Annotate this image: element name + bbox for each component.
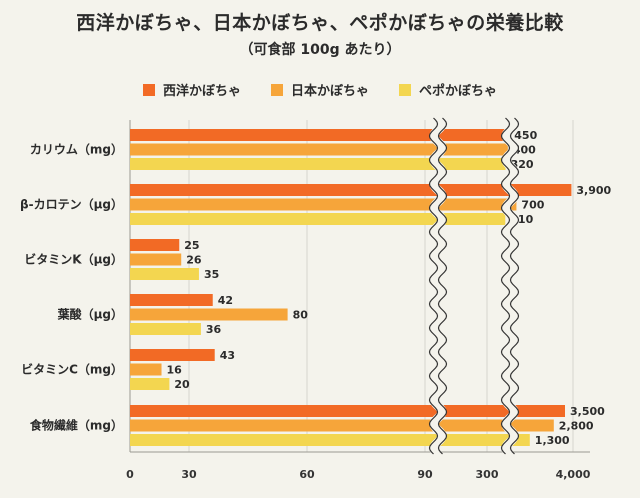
- x-tick-label-3: 90: [417, 468, 433, 481]
- data-label-2-1: 26: [186, 254, 202, 267]
- category-label-1: β-カロテン（μg）: [20, 197, 123, 212]
- legend-swatch-pepo: [399, 83, 411, 96]
- category-label-4: ビタミンC（mg）: [21, 362, 123, 377]
- axis-break-line-1-b: [509, 117, 520, 455]
- bar-0-0: [130, 129, 510, 141]
- legend-swatch-seiyou: [142, 83, 155, 96]
- category-label-2: ビタミンK（μg）: [24, 252, 123, 267]
- legend-swatch-nihon: [270, 83, 283, 96]
- data-label-3-0: 42: [218, 294, 233, 307]
- bar-4-2: [130, 378, 170, 390]
- data-label-5-1: 2,800: [559, 420, 594, 433]
- data-label-4-0: 43: [220, 349, 235, 362]
- bar-3-1: [130, 308, 288, 321]
- data-label-2-2: 35: [204, 268, 219, 281]
- legend-label-nihon: 日本かぼちゃ: [290, 84, 369, 99]
- data-label-2-0: 25: [184, 239, 199, 252]
- x-tick-label-0: 0: [126, 468, 134, 481]
- data-label-1-0: 3,900: [576, 184, 611, 197]
- bar-0-1: [130, 143, 508, 156]
- bar-3-2: [130, 323, 201, 335]
- axis-break-line-0-a: [428, 117, 439, 455]
- x-tick-label-1: 30: [181, 468, 197, 481]
- legend: 西洋かぼちゃ 日本かぼちゃ ペポかぼちゃ: [0, 80, 640, 99]
- bar-1-0: [130, 184, 572, 196]
- bar-1-1: [130, 198, 517, 211]
- bar-4-1: [130, 363, 162, 376]
- data-label-5-0: 3,500: [570, 405, 605, 418]
- x-tick-label-4: 300: [476, 468, 499, 481]
- data-label-4-1: 16: [167, 364, 183, 377]
- data-label-3-1: 80: [293, 309, 309, 322]
- bar-5-0: [130, 405, 565, 417]
- category-label-5: 食物繊維（mg）: [29, 418, 123, 433]
- axis-break-mask-1: [501, 114, 519, 458]
- axis-break-line-1-a: [500, 117, 511, 455]
- data-label-4-2: 20: [174, 378, 190, 391]
- data-label-1-1: 700: [521, 199, 544, 212]
- axis-break-line-0-b: [437, 117, 448, 455]
- bar-2-2: [130, 268, 199, 280]
- bar-0-2: [130, 158, 506, 170]
- data-label-0-0: 450: [514, 129, 537, 142]
- bar-2-0: [130, 239, 180, 251]
- bar-5-2: [130, 434, 530, 446]
- category-label-0: カリウム（mg）: [30, 142, 123, 157]
- chart-subtitle: （可食部 100g あたり）: [239, 42, 401, 58]
- legend-label-pepo: ペポかぼちゃ: [419, 84, 498, 99]
- legend-item-seiyou: 西洋かぼちゃ: [142, 80, 241, 99]
- x-tick-label-2: 60: [299, 468, 315, 481]
- data-label-3-2: 36: [206, 323, 222, 336]
- bar-4-0: [130, 349, 215, 361]
- x-tick-label-5: 4,000: [556, 468, 591, 481]
- bar-5-1: [130, 419, 554, 432]
- axis-break-mask-0: [429, 114, 447, 458]
- bar-2-1: [130, 253, 182, 266]
- bar-1-2: [130, 213, 506, 225]
- legend-item-nihon: 日本かぼちゃ: [270, 80, 369, 99]
- category-label-3: 葉酸（μg）: [57, 307, 123, 322]
- legend-item-pepo: ペポかぼちゃ: [399, 80, 497, 99]
- data-label-5-2: 1,300: [535, 434, 570, 447]
- legend-label-seiyou: 西洋かぼちゃ: [162, 84, 241, 99]
- chart-title: 西洋かぼちゃ、日本かぼちゃ、ペポかぼちゃの栄養比較: [76, 12, 564, 34]
- bar-3-0: [130, 294, 213, 306]
